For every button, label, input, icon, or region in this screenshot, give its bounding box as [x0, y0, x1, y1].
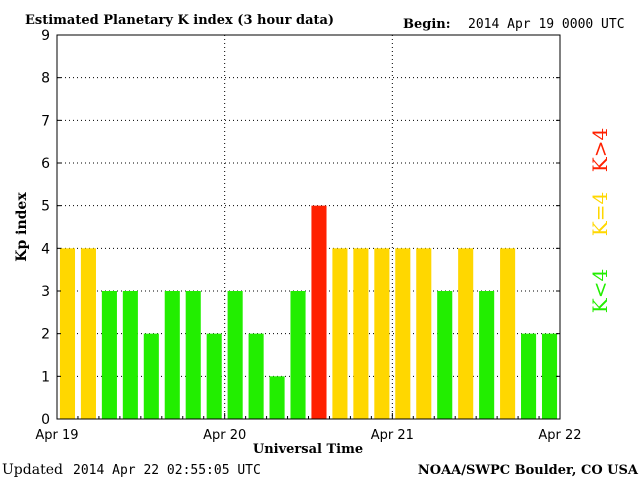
- x-tick-label: Apr 19: [35, 428, 78, 443]
- kp-bar: [416, 248, 432, 419]
- x-tick-label: Apr 22: [538, 428, 581, 443]
- y-tick-label: 4: [41, 241, 50, 257]
- begin-label: Begin:: [403, 17, 451, 32]
- kp-bar: [164, 291, 180, 419]
- chart-title: Estimated Planetary K index (3 hour data…: [25, 13, 334, 28]
- kp-bar: [311, 205, 327, 419]
- kp-bar: [80, 248, 96, 419]
- x-axis-label: Universal Time: [253, 442, 363, 457]
- kp-bar: [374, 248, 390, 419]
- kp-bar: [248, 333, 264, 419]
- x-tick-label: Apr 20: [203, 428, 246, 443]
- y-tick-label: 3: [41, 284, 50, 300]
- kp-bar: [101, 291, 117, 419]
- y-tick-label: 5: [41, 199, 50, 215]
- legend-item-below-4: K<4: [588, 269, 612, 313]
- kp-bar: [59, 248, 76, 419]
- kp-bar: [332, 248, 348, 419]
- y-tick-label: 9: [41, 28, 50, 44]
- y-tick-label: 6: [41, 156, 50, 172]
- kp-bar: [521, 333, 537, 419]
- legend-item-equal-4: K=4: [588, 192, 612, 236]
- y-tick-label: 1: [41, 369, 50, 385]
- kp-bar: [122, 291, 138, 419]
- kp-bar: [185, 291, 201, 419]
- gridlines: [57, 35, 560, 419]
- kp-bar: [206, 333, 222, 419]
- kp-bar: [143, 333, 159, 419]
- kp-bar: [541, 333, 558, 419]
- legend: K>4 K=4 K<4: [588, 128, 612, 313]
- credit-text: NOAA/SWPC Boulder, CO USA: [418, 463, 639, 478]
- kp-bar: [227, 291, 243, 419]
- kp-bar: [500, 248, 516, 419]
- plot-area: 0 1 2 3 4 5 6 7 8 9 Apr 19 Apr 20 Apr 21 Apr 22: [35, 28, 581, 443]
- bar-series: [59, 205, 558, 419]
- y-tick-label: 2: [41, 327, 50, 343]
- kp-bar: [395, 248, 411, 419]
- y-tick-label: 7: [41, 113, 50, 129]
- y-axis-label: Kp index: [14, 192, 30, 262]
- kp-bar: [269, 376, 285, 419]
- x-axis-ticks: Apr 19 Apr 20 Apr 21 Apr 22: [35, 413, 582, 443]
- kp-bar: [479, 291, 495, 419]
- y-tick-label: 0: [41, 412, 50, 428]
- y-tick-label: 8: [41, 71, 50, 87]
- kp-bar: [458, 248, 474, 419]
- kp-bar: [353, 248, 369, 419]
- kp-bar: [437, 291, 453, 419]
- updated-value: 2014 Apr 22 02:55:05 UTC: [73, 463, 261, 478]
- legend-item-above-4: K>4: [588, 128, 612, 172]
- begin-value: 2014 Apr 19 0000 UTC: [468, 17, 625, 32]
- y-axis-ticks: 0 1 2 3 4 5 6 7 8 9: [41, 28, 560, 428]
- x-tick-label: Apr 21: [371, 428, 414, 443]
- kp-bar: [290, 291, 306, 419]
- updated-label: Updated: [2, 462, 63, 478]
